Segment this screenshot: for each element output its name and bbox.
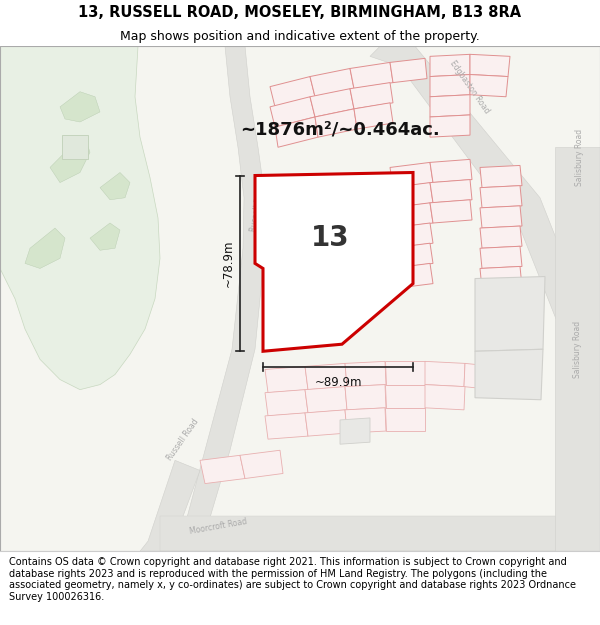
Polygon shape xyxy=(50,137,90,182)
Polygon shape xyxy=(385,408,425,431)
Polygon shape xyxy=(390,182,433,208)
Polygon shape xyxy=(430,54,470,76)
Polygon shape xyxy=(265,389,308,416)
Polygon shape xyxy=(345,408,386,433)
Polygon shape xyxy=(475,349,543,400)
Text: Salisbury Road: Salisbury Road xyxy=(574,321,583,378)
Text: ~89.9m: ~89.9m xyxy=(314,376,362,389)
Polygon shape xyxy=(480,166,522,188)
Polygon shape xyxy=(160,516,600,551)
Polygon shape xyxy=(160,46,265,551)
Polygon shape xyxy=(340,418,370,444)
Text: Russell Road: Russell Road xyxy=(166,418,200,462)
Polygon shape xyxy=(470,54,510,76)
Polygon shape xyxy=(200,455,245,484)
Polygon shape xyxy=(354,102,393,129)
Polygon shape xyxy=(480,327,522,349)
Polygon shape xyxy=(470,74,508,97)
Polygon shape xyxy=(310,89,354,117)
Polygon shape xyxy=(270,97,315,127)
Polygon shape xyxy=(390,223,433,248)
Polygon shape xyxy=(430,115,470,137)
Polygon shape xyxy=(430,74,470,97)
Polygon shape xyxy=(240,450,283,479)
Polygon shape xyxy=(390,263,433,289)
Polygon shape xyxy=(265,413,308,439)
Polygon shape xyxy=(270,76,315,107)
Polygon shape xyxy=(385,361,425,384)
Text: Salisbury Road: Salisbury Road xyxy=(575,129,584,186)
Polygon shape xyxy=(350,82,393,109)
Polygon shape xyxy=(62,135,88,159)
Polygon shape xyxy=(425,361,465,387)
Polygon shape xyxy=(140,461,200,551)
Text: Map shows position and indicative extent of the property.: Map shows position and indicative extent… xyxy=(120,29,480,42)
Polygon shape xyxy=(60,92,100,122)
Polygon shape xyxy=(480,206,522,228)
Polygon shape xyxy=(315,109,357,137)
Text: Moorcroft Road: Moorcroft Road xyxy=(188,516,247,536)
Text: Russell Road: Russell Road xyxy=(250,183,266,232)
Polygon shape xyxy=(25,228,65,269)
Polygon shape xyxy=(370,46,600,389)
Polygon shape xyxy=(350,62,393,89)
Polygon shape xyxy=(480,307,522,329)
Polygon shape xyxy=(265,366,308,392)
Polygon shape xyxy=(345,384,386,410)
Text: Edgbaston Road: Edgbaston Road xyxy=(448,59,491,115)
Polygon shape xyxy=(430,200,472,223)
Polygon shape xyxy=(305,363,347,389)
Text: ~1876m²/~0.464ac.: ~1876m²/~0.464ac. xyxy=(240,120,440,138)
Polygon shape xyxy=(555,148,600,551)
Polygon shape xyxy=(475,276,545,351)
Polygon shape xyxy=(430,159,472,182)
Polygon shape xyxy=(464,363,505,391)
Polygon shape xyxy=(430,95,470,117)
Polygon shape xyxy=(480,266,522,289)
Polygon shape xyxy=(385,384,425,408)
Polygon shape xyxy=(0,46,160,389)
Text: 13, RUSSELL ROAD, MOSELEY, BIRMINGHAM, B13 8RA: 13, RUSSELL ROAD, MOSELEY, BIRMINGHAM, B… xyxy=(79,6,521,21)
Polygon shape xyxy=(480,287,522,309)
Polygon shape xyxy=(480,186,522,208)
Polygon shape xyxy=(480,226,522,248)
Polygon shape xyxy=(480,246,522,269)
Polygon shape xyxy=(305,387,347,413)
Polygon shape xyxy=(0,46,600,551)
Polygon shape xyxy=(305,410,347,436)
Polygon shape xyxy=(430,179,472,203)
Text: ~78.9m: ~78.9m xyxy=(221,239,235,287)
Polygon shape xyxy=(390,243,433,269)
Polygon shape xyxy=(390,202,433,228)
Text: Contains OS data © Crown copyright and database right 2021. This information is : Contains OS data © Crown copyright and d… xyxy=(9,557,576,602)
Polygon shape xyxy=(390,162,433,188)
Polygon shape xyxy=(390,58,427,82)
Polygon shape xyxy=(100,173,130,200)
Polygon shape xyxy=(345,361,386,387)
Polygon shape xyxy=(310,69,354,97)
Polygon shape xyxy=(275,117,318,148)
Text: 13: 13 xyxy=(311,224,349,252)
Polygon shape xyxy=(255,173,413,351)
Polygon shape xyxy=(90,223,120,250)
Polygon shape xyxy=(425,384,465,410)
